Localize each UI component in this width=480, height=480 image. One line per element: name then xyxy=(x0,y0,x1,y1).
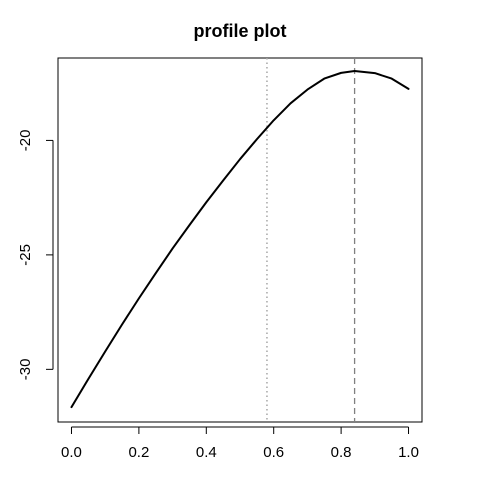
series-layer xyxy=(70,70,410,409)
profile-curve xyxy=(70,70,410,409)
plot-frame xyxy=(57,57,423,423)
x-tick-label: 0.8 xyxy=(331,444,352,461)
x-tick-label: 1.0 xyxy=(398,444,419,461)
y-axis: -20 -25 -30 xyxy=(17,130,54,381)
y-tick-label: -30 xyxy=(17,359,34,381)
x-tick-label: 0.6 xyxy=(263,444,284,461)
x-axis: 0.0 0.2 0.4 0.6 0.8 1.0 xyxy=(61,426,419,461)
y-tick-label: -25 xyxy=(17,244,34,266)
reference-lines xyxy=(266,58,356,422)
y-tick-label: -20 xyxy=(17,130,34,152)
x-tick-label: 0.4 xyxy=(196,444,217,461)
chart-title: profile plot xyxy=(194,21,287,41)
x-tick-label: 0.2 xyxy=(128,444,149,461)
x-tick-label: 0.0 xyxy=(61,444,82,461)
